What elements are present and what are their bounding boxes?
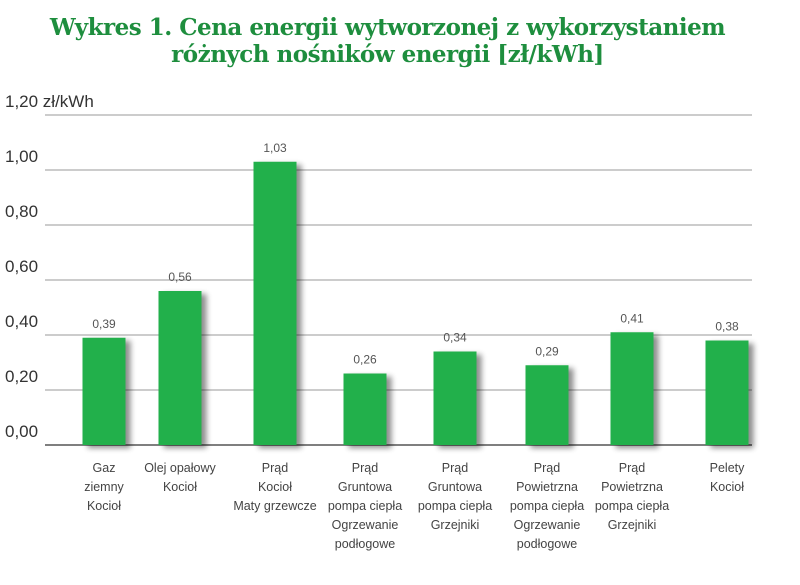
data-label: 0,56: [168, 270, 192, 284]
x-tick-label: Prąd Gruntowa pompa ciepła Grzejniki: [418, 461, 492, 532]
x-tick-label-line: podłogowe: [517, 537, 578, 551]
x-tick-label-line: Powietrzna: [516, 480, 578, 494]
chart-title: Wykres 1. Cena energii wytworzonej z wyk…: [0, 14, 775, 68]
x-tick-label: Prąd Gruntowa pompa ciepła Ogrzewanie podłog…: [328, 461, 402, 551]
x-tick-label-line: Maty grzewcze: [233, 499, 316, 513]
x-tick-label-line: Prąd: [442, 461, 468, 475]
bar: [343, 373, 387, 445]
x-tick-label-line: Olej opałowy: [144, 461, 216, 475]
y-tick-label: 1,00: [5, 147, 38, 166]
y-tick-label: 0,40: [5, 312, 38, 331]
x-tick-label-line: Prąd: [619, 461, 645, 475]
data-label: 0,26: [353, 353, 377, 367]
x-tick-label-line: Kocioł: [710, 480, 744, 494]
x-tick-label-line: pompa ciepła: [595, 499, 669, 513]
x-tick-label: Prąd Powietrzna pompa ciepła Ogrzewanie podł…: [510, 461, 584, 551]
y-tick-label: 0,00: [5, 422, 38, 441]
x-tick-label-line: Ogrzewanie: [332, 518, 399, 532]
x-tick-label-line: podłogowe: [335, 537, 396, 551]
x-tick-label-line: Kocioł: [87, 499, 121, 513]
data-label: 0,34: [443, 331, 467, 345]
x-tick-label-line: Powietrzna: [601, 480, 663, 494]
data-label: 0,41: [620, 311, 644, 325]
x-tick-label-line: Grzejniki: [431, 518, 480, 532]
x-tick-label: Prąd Kocioł Maty grzewcze: [233, 461, 316, 513]
bar: [705, 340, 749, 445]
x-tick-label: Prąd Powietrzna pompa ciepła Grzejniki: [595, 461, 669, 532]
x-tick-label-line: pompa ciepła: [418, 499, 492, 513]
x-tick-label-line: Grzejniki: [608, 518, 657, 532]
x-tick-label: Olej opałowy Kocioł: [144, 461, 216, 494]
x-tick-label-line: Prąd: [352, 461, 378, 475]
title-line-1: Wykres 1. Cena energii wytworzonej z wyk…: [49, 14, 726, 41]
bar: [158, 291, 202, 445]
x-tick-label-line: Kocioł: [258, 480, 292, 494]
bar: [610, 332, 654, 445]
data-label: 0,29: [535, 344, 559, 358]
x-tick-label-line: ziemny: [84, 480, 124, 494]
data-label: 1,03: [263, 141, 287, 155]
x-tick-label-line: Prąd: [534, 461, 560, 475]
title-line-2: różnych nośników energii [zł/kWh]: [171, 41, 604, 68]
x-tick-label-line: Kocioł: [163, 480, 197, 494]
x-tick-label-line: Prąd: [262, 461, 288, 475]
x-tick-label-line: pompa ciepła: [328, 499, 402, 513]
x-tick-label-line: Gaz: [93, 461, 116, 475]
x-tick-label: Gaz ziemny Kocioł: [84, 461, 124, 513]
data-label: 0,38: [715, 320, 739, 334]
x-tick-label: Pelety Kocioł: [710, 461, 745, 494]
x-tick-label-line: Gruntowa: [428, 480, 482, 494]
bar: [525, 365, 569, 445]
data-label: 0,39: [92, 317, 116, 331]
x-tick-label-line: Gruntowa: [338, 480, 392, 494]
y-tick-label: 1,20 zł/kWh: [5, 92, 94, 111]
x-tick-label-line: pompa ciepła: [510, 499, 584, 513]
x-tick-label-line: Ogrzewanie: [514, 518, 581, 532]
y-tick-label: 0,80: [5, 202, 38, 221]
bar: [433, 351, 477, 445]
x-tick-label-line: Pelety: [710, 461, 745, 475]
bar: [82, 337, 126, 445]
y-tick-label: 0,60: [5, 257, 38, 276]
bar: [253, 161, 297, 445]
y-tick-label: 0,20: [5, 367, 38, 386]
